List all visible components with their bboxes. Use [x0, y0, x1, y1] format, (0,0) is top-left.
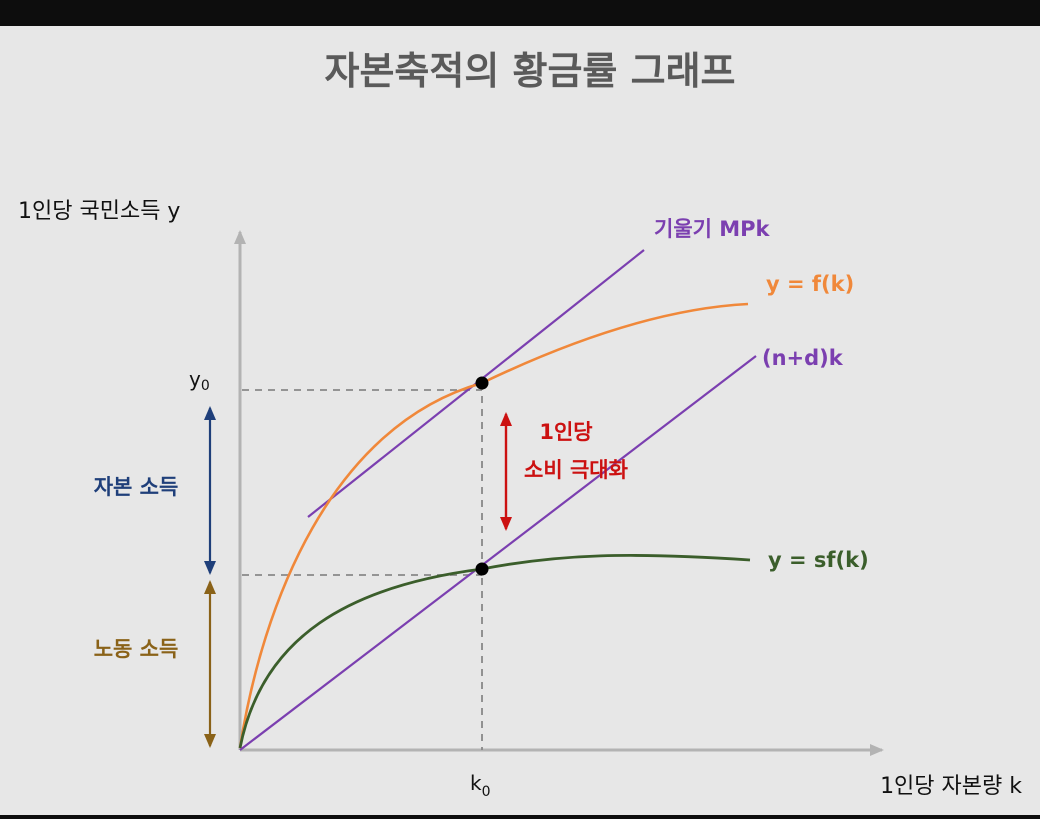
consumption-label-line2: 소비 극대화: [524, 458, 629, 482]
production-function-curve: [238, 302, 749, 749]
golden-rule-saving-point: [475, 562, 489, 576]
slide: 자본축적의 황금률 그래프 1인당 국민소득 y 1인당 자본량 k y0 k0…: [0, 26, 1040, 815]
capital-income-label: 자본 소득: [94, 475, 179, 499]
golden-rule-diagram: 자본축적의 황금률 그래프 1인당 국민소득 y 1인당 자본량 k y0 k0…: [18, 49, 1022, 800]
consumption-label-line1: 1인당: [539, 420, 592, 444]
tangent-label: 기울기 MPk: [654, 217, 771, 241]
saving-function-label: y = sf(k): [768, 548, 869, 572]
y0-tick-label: y0: [189, 367, 210, 394]
break-even-line: [239, 355, 757, 751]
x-axis-label: 1인당 자본량 k: [880, 774, 1022, 799]
break-even-label: (n+d)k: [762, 346, 844, 370]
diagram-title: 자본축적의 황금률 그래프: [324, 49, 735, 93]
labor-income-label: 노동 소득: [94, 637, 179, 661]
y-axis-label: 1인당 국민소득 y: [18, 199, 180, 224]
y0-subscript: 0: [201, 378, 210, 394]
production-function-label: y = f(k): [766, 272, 854, 296]
golden-rule-production-point: [475, 376, 489, 390]
saving-function-curve: [238, 553, 751, 749]
k0-tick-label: k0: [470, 771, 491, 800]
k0-subscript: 0: [482, 784, 491, 800]
